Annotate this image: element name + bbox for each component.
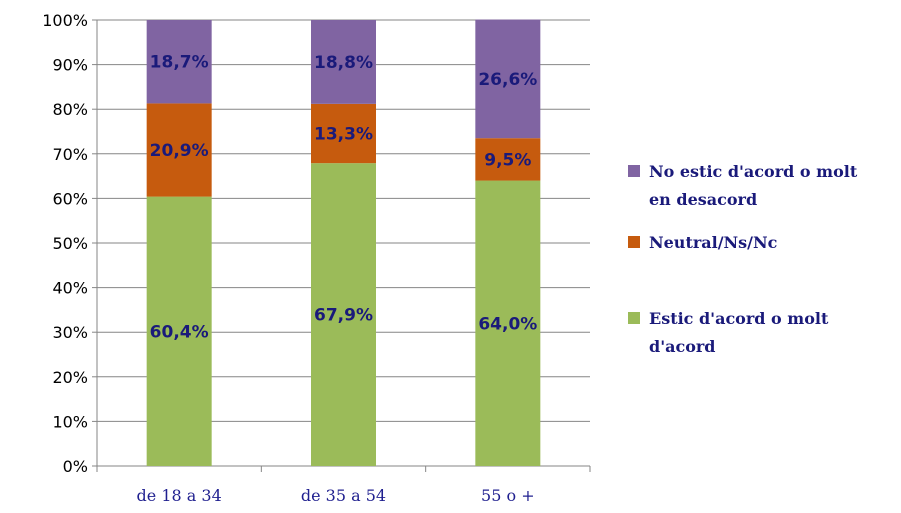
y-tick-label: 0% bbox=[63, 457, 88, 476]
bar-segment-neutral-ns-nc-de-35-a-54 bbox=[311, 103, 376, 164]
legend: No estic d'acord o molt en desacord Neutra… bbox=[628, 162, 858, 356]
legend-label: en desacord bbox=[649, 190, 757, 209]
bar-segment-neutral-ns-nc-55-o bbox=[475, 138, 541, 181]
legend-swatch bbox=[628, 312, 640, 324]
axes: 0% 10% 20% 30% 40% 50% 60% 70% 80% 90% 100% de 18 a… bbox=[42, 11, 591, 505]
data-label: 18,8% bbox=[314, 53, 373, 73]
y-tick-label: 90% bbox=[52, 56, 88, 75]
legend-swatch bbox=[628, 236, 640, 248]
legend-label: No estic d'acord o molt bbox=[649, 162, 858, 181]
x-tick-label: de 18 a 34 bbox=[137, 486, 222, 505]
legend-item-estic-d-acord-o-molt-d-acord: Estic d'acord o molt d'acord bbox=[628, 309, 829, 356]
x-tick-label: de 35 a 54 bbox=[301, 486, 386, 505]
legend-label: d'acord bbox=[649, 337, 715, 356]
legend-label: Estic d'acord o molt bbox=[649, 309, 829, 328]
y-tick-label: 10% bbox=[52, 412, 88, 431]
bars bbox=[146, 19, 541, 466]
bar-segment-no-estic-d-acord-o-molt-en-desacord-de-18-a-34 bbox=[146, 20, 212, 104]
bar-segment-estic-d-acord-o-molt-d-acord-de-35-a-54 bbox=[311, 163, 376, 466]
legend-item-no-estic-d-acord-o-molt-en-desacord: No estic d'acord o molt en desacord bbox=[628, 162, 858, 209]
legend-swatch bbox=[628, 165, 640, 177]
legend-item-neutral-ns-nc: Neutral/Ns/Nc bbox=[628, 233, 778, 252]
bar-segment-estic-d-acord-o-molt-d-acord-55-o bbox=[475, 180, 541, 466]
y-tick-label: 60% bbox=[52, 189, 88, 208]
data-label: 13,3% bbox=[314, 125, 373, 145]
x-tick-label: 55 o + bbox=[481, 486, 535, 505]
bar-segment-estic-d-acord-o-molt-d-acord-de-18-a-34 bbox=[146, 196, 212, 466]
data-label: 20,9% bbox=[150, 141, 209, 161]
legend-label: Neutral/Ns/Nc bbox=[649, 233, 778, 252]
y-tick-label: 80% bbox=[52, 100, 88, 119]
data-label: 67,9% bbox=[314, 306, 373, 326]
y-tick-label: 70% bbox=[52, 145, 88, 164]
bar-segment-no-estic-d-acord-o-molt-en-desacord-de-35-a-54 bbox=[311, 20, 376, 104]
data-label: 26,6% bbox=[478, 70, 537, 90]
y-tick-label: 50% bbox=[52, 234, 88, 253]
data-label: 60,4% bbox=[150, 322, 209, 342]
y-tick-label: 40% bbox=[52, 279, 88, 298]
data-labels: 60,4% 20,9% 18,7% 67,9% 13,3% 18,8% 64,0% 9,5% 2… bbox=[150, 53, 538, 343]
y-tick-label: 20% bbox=[52, 368, 88, 387]
data-label: 18,7% bbox=[150, 53, 209, 73]
y-tick-label: 100% bbox=[42, 11, 88, 30]
bar-segment-neutral-ns-nc-de-18-a-34 bbox=[146, 103, 212, 197]
data-label: 64,0% bbox=[478, 314, 537, 334]
data-label: 9,5% bbox=[484, 150, 531, 170]
y-tick-label: 30% bbox=[52, 323, 88, 342]
bar-segment-no-estic-d-acord-o-molt-en-desacord-55-o bbox=[475, 19, 541, 139]
